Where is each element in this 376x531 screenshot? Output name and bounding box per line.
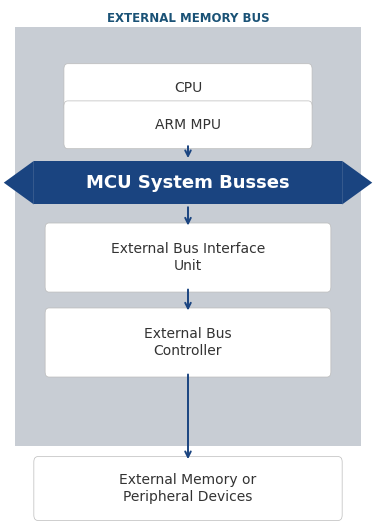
FancyBboxPatch shape: [64, 64, 312, 112]
Text: External Memory or
Peripheral Devices: External Memory or Peripheral Devices: [119, 474, 257, 503]
Bar: [34, 161, 342, 204]
FancyBboxPatch shape: [45, 308, 331, 377]
Text: CPU: CPU: [174, 81, 202, 95]
FancyBboxPatch shape: [34, 457, 342, 520]
FancyBboxPatch shape: [64, 101, 312, 149]
Text: ARM MPU: ARM MPU: [155, 118, 221, 132]
Text: External Bus
Controller: External Bus Controller: [144, 328, 232, 357]
Text: MCU System Busses: MCU System Busses: [86, 174, 290, 192]
Bar: [15, 27, 361, 446]
Polygon shape: [342, 161, 372, 204]
Polygon shape: [4, 161, 34, 204]
Text: EXTERNAL MEMORY BUS: EXTERNAL MEMORY BUS: [107, 12, 269, 25]
FancyBboxPatch shape: [45, 223, 331, 292]
Text: External Bus Interface
Unit: External Bus Interface Unit: [111, 243, 265, 272]
